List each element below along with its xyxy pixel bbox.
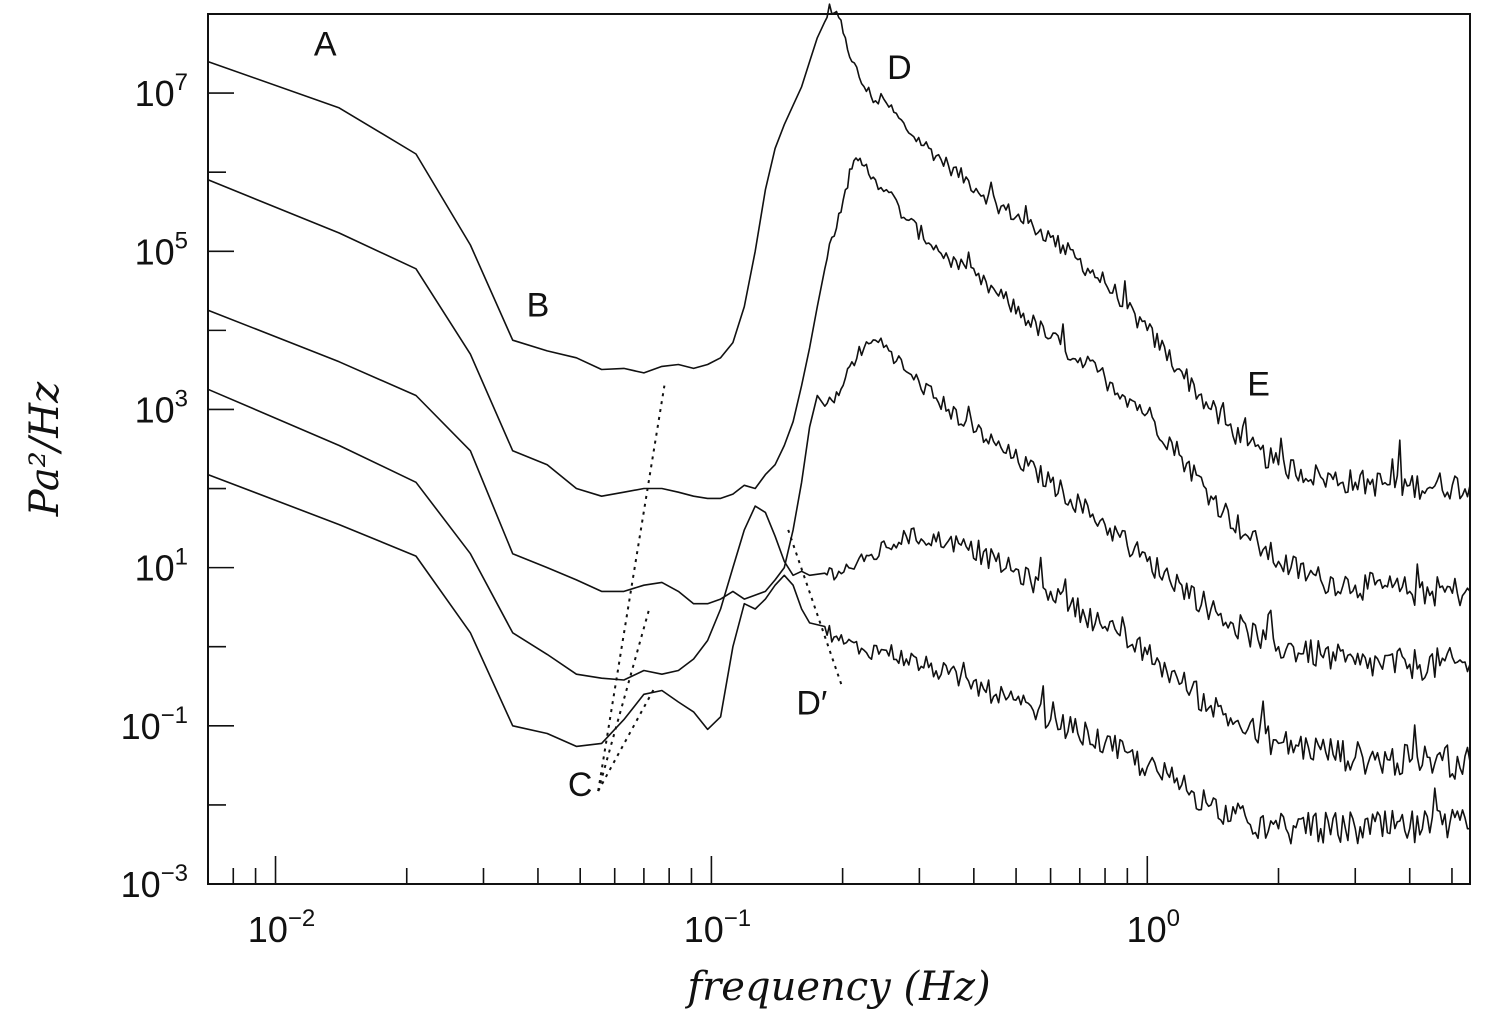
- y-axis-title: Pa²/Hz: [22, 381, 68, 517]
- x-tick-labels: 10−2 10−1 100: [248, 905, 1180, 950]
- series-line-5: [207, 473, 1470, 845]
- annotation-label: E: [1247, 366, 1270, 404]
- axis-ticks: [207, 13, 1453, 885]
- x-axis-title: frequency (Hz): [684, 964, 990, 1010]
- annotation-label: B: [527, 286, 550, 324]
- y-tick-label: 103: [135, 385, 188, 430]
- reference-lines: [597, 385, 844, 792]
- y-tick-label: 10−1: [121, 702, 188, 747]
- annotation-label: D: [887, 49, 912, 87]
- x-tick-label: 10−2: [248, 905, 315, 950]
- series-group: [207, 3, 1471, 845]
- y-tick-label: 105: [135, 227, 188, 272]
- x-tick-label: 10−1: [684, 905, 751, 950]
- annotations: A B C D D′ E: [314, 25, 1270, 804]
- dotted-guide-2: [597, 608, 651, 792]
- y-tick-label: 101: [135, 544, 188, 589]
- annotation-label: C: [568, 766, 593, 804]
- y-tick-label: 10−3: [121, 860, 188, 905]
- series-line-1: [207, 3, 1471, 500]
- series-line-4: [207, 388, 1471, 780]
- plot-frame: [207, 13, 1471, 885]
- series-line-2: [207, 157, 1471, 607]
- annotation-label: D′: [796, 684, 827, 722]
- y-tick-label: 107: [135, 69, 188, 114]
- annotation-label: A: [314, 25, 337, 63]
- dotted-guide-4: [787, 529, 844, 689]
- series-line-3: [207, 309, 1471, 681]
- y-tick-labels: 10−3 10−1 101 103 105 107: [121, 69, 188, 905]
- dotted-guide-3: [597, 687, 656, 792]
- x-tick-label: 100: [1127, 905, 1180, 950]
